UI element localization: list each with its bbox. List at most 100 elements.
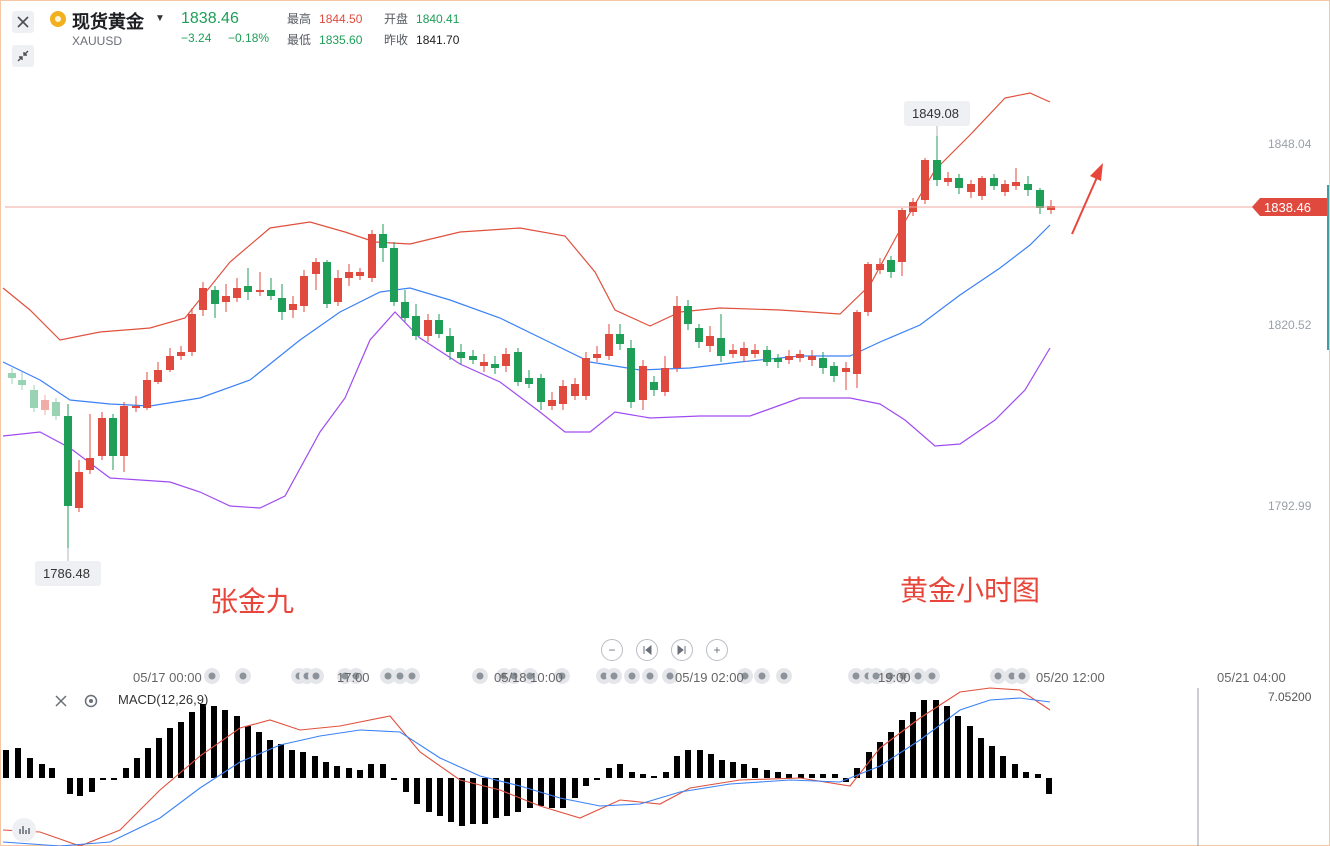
candle <box>1036 188 1044 214</box>
candle-body <box>300 276 308 306</box>
candle <box>921 158 929 204</box>
candle <box>188 308 196 356</box>
macd-close-icon[interactable] <box>53 693 69 709</box>
macd-bar <box>448 778 454 822</box>
candle-body <box>796 354 804 358</box>
candle <box>18 372 26 390</box>
candle <box>717 314 725 362</box>
macd-bar <box>123 768 129 778</box>
candle <box>424 314 432 342</box>
macd-bar <box>697 750 703 778</box>
candle-body <box>446 336 454 352</box>
close-icon[interactable] <box>12 11 34 33</box>
macd-bar <box>27 758 33 778</box>
stat-open: 开盘 1840.41 <box>384 10 459 27</box>
candle <box>525 370 533 388</box>
candle <box>661 356 669 396</box>
macd-bar <box>437 778 443 816</box>
candle <box>729 344 737 358</box>
candle-body <box>480 362 488 366</box>
macd-bar <box>989 746 995 778</box>
last-price: 1838.46 <box>181 10 239 27</box>
candle-body <box>1036 190 1044 208</box>
candle-body <box>887 260 895 272</box>
candle-body <box>267 290 275 296</box>
macd-bar <box>504 778 510 816</box>
low-callout-label: 1786.48 <box>43 566 90 581</box>
candle <box>98 412 106 460</box>
event-marker-dot <box>352 672 360 680</box>
candle-body <box>774 358 782 362</box>
macd-bar <box>651 776 657 778</box>
candle-body <box>921 160 929 200</box>
candle <box>446 328 454 360</box>
candle-body <box>166 356 174 370</box>
settings-icon[interactable] <box>83 693 99 709</box>
high-callout <box>904 101 970 126</box>
candle <box>706 326 714 352</box>
macd-bar <box>1023 772 1029 778</box>
candle <box>211 286 219 318</box>
candle-body <box>785 356 793 360</box>
instrument-symbol: XAUUSD <box>72 34 123 48</box>
macd-bar <box>786 774 792 778</box>
step-forward-icon[interactable] <box>671 639 693 661</box>
macd-bar <box>15 748 21 778</box>
zoom-in-icon[interactable]: + <box>706 639 728 661</box>
step-back-icon[interactable] <box>636 639 658 661</box>
indicator-toggle-icon[interactable] <box>12 818 36 842</box>
macd-bar <box>854 768 860 778</box>
candle <box>819 352 827 374</box>
macd-bar <box>617 764 623 778</box>
current-price-tag <box>1252 198 1328 216</box>
candle <box>944 172 952 186</box>
event-marker-dot <box>994 672 1002 680</box>
macd-bar <box>967 726 973 778</box>
candle-body <box>390 248 398 302</box>
macd-bar <box>426 778 432 812</box>
time-tick: 17:00 <box>337 670 370 685</box>
candle-body <box>627 348 635 402</box>
candle-body <box>639 366 647 400</box>
candle-body <box>177 352 185 356</box>
macd-bar <box>49 768 55 778</box>
instrument-name[interactable]: 现货黄金 <box>72 12 144 32</box>
event-marker-dot <box>526 672 534 680</box>
candle <box>978 176 986 200</box>
candle <box>457 344 465 364</box>
candle <box>120 402 128 472</box>
low-callout <box>35 561 101 586</box>
chevron-down-icon[interactable]: ▼ <box>155 13 165 24</box>
candle <box>52 398 60 420</box>
candle-body <box>661 368 669 392</box>
candle <box>166 348 174 372</box>
macd-label: MACD(12,26,9) <box>118 692 208 707</box>
candle-body <box>41 400 49 410</box>
candle <box>830 362 838 382</box>
candle <box>650 376 658 396</box>
zoom-out-icon[interactable]: − <box>601 639 623 661</box>
candle-body <box>132 406 140 408</box>
macd-bar <box>741 764 747 778</box>
candle <box>955 174 963 194</box>
candle <box>639 360 647 410</box>
macd-bar <box>493 778 499 818</box>
macd-bar <box>39 764 45 778</box>
event-marker-dot <box>852 672 860 680</box>
candle <box>616 324 624 350</box>
candle-body <box>323 262 331 304</box>
candle <box>605 324 613 360</box>
candle <box>132 396 140 412</box>
candle-body <box>729 350 737 354</box>
event-marker-dot <box>239 672 247 680</box>
candle-body <box>944 178 952 182</box>
macd-bar <box>380 764 386 778</box>
collapse-icon[interactable] <box>12 45 34 67</box>
macd-bar <box>391 778 397 780</box>
event-marker-dot <box>384 672 392 680</box>
candle <box>502 348 510 372</box>
candle-body <box>808 356 816 360</box>
candle <box>41 395 49 415</box>
candle <box>1024 176 1032 196</box>
